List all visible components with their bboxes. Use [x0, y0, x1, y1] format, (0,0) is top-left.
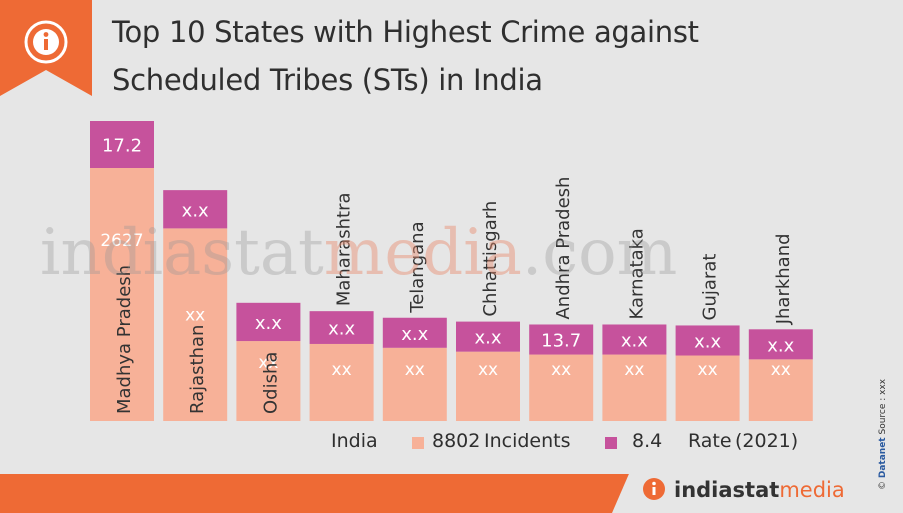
bar-rate	[529, 324, 594, 355]
title-line-1: Top 10 States with Highest Crime against	[112, 15, 699, 49]
bar-incidents	[90, 168, 154, 421]
category-label: Andhra Pradesh	[553, 177, 574, 320]
incidents-label: xx	[332, 360, 352, 380]
source-credit: © Datanet Source : xxx	[878, 378, 888, 490]
category-label: Gujarat	[700, 254, 721, 321]
info-icon	[24, 20, 68, 64]
legend-incidents-value: 8802	[432, 430, 481, 452]
bar-incidents	[309, 343, 374, 421]
rate-label: x.x	[182, 200, 209, 221]
legend-swatch-rate	[605, 437, 617, 449]
bar-incidents	[675, 355, 740, 421]
rate-label: 17.2	[102, 136, 142, 157]
incidents-label: xx	[478, 360, 498, 380]
legend-rate-label: Rate	[688, 430, 732, 452]
bar-rate	[90, 121, 154, 168]
bar-rate	[748, 329, 813, 360]
legend-swatch-incidents	[412, 437, 424, 449]
legend-incidents-label: Incidents	[484, 430, 571, 452]
legend-year: (2021)	[735, 430, 799, 452]
rate-label: x.x	[694, 331, 721, 352]
incidents-label: xx	[405, 360, 425, 380]
incidents-label: xx	[551, 360, 571, 380]
category-label: Karnataka	[626, 228, 647, 319]
category-label: Chhattisgarh	[480, 201, 501, 317]
bar-incidents	[456, 351, 520, 421]
title-badge	[0, 0, 92, 96]
bar-rate	[382, 317, 447, 348]
bar-incidents	[382, 347, 447, 421]
incidents-label: xx	[624, 360, 644, 380]
title-line-2: Scheduled Tribes (STs) in India	[112, 63, 543, 97]
legend-country: India	[331, 430, 378, 452]
bar-rate	[675, 325, 740, 356]
category-label: Rajasthan	[187, 325, 208, 414]
category-label: Telangana	[407, 221, 428, 313]
rate-label: x.x	[767, 335, 794, 356]
category-label: Madhya Pradesh	[114, 265, 135, 414]
bar-rate	[602, 324, 667, 355]
incidents-label: xx	[258, 353, 278, 373]
bar-rate	[163, 190, 228, 229]
bar-rate	[456, 321, 520, 352]
footer-logo[interactable]: indiastatmedia	[674, 478, 845, 502]
rate-label: x.x	[255, 313, 282, 334]
bar-rate	[236, 302, 301, 342]
incidents-label: 2627	[100, 231, 143, 251]
category-label: Maharashtra	[334, 192, 355, 306]
rate-label: 13.7	[541, 331, 581, 352]
bar-rate	[309, 311, 374, 344]
bar-incidents	[602, 354, 667, 421]
incidents-label: xx	[698, 360, 718, 380]
bar-incidents	[748, 359, 813, 421]
rate-label: x.x	[401, 324, 428, 345]
legend-rate-value: 8.4	[632, 430, 663, 452]
category-label: Jharkhand	[773, 233, 794, 325]
legend: India 8802 Incidents 8.4 Rate (2021)	[0, 426, 903, 460]
info-icon	[643, 478, 665, 500]
chart-title: Top 10 States with Highest Crime against…	[112, 8, 752, 104]
incidents-label: xx	[771, 360, 791, 380]
rate-label: x.x	[621, 331, 648, 352]
category-label: Odisha	[260, 352, 281, 414]
rate-label: x.x	[328, 319, 355, 340]
rate-label: x.x	[474, 328, 501, 349]
bar-incidents	[163, 228, 228, 421]
bar-incidents	[236, 341, 301, 421]
bar-incidents	[529, 354, 594, 421]
incidents-label: xx	[185, 305, 205, 325]
